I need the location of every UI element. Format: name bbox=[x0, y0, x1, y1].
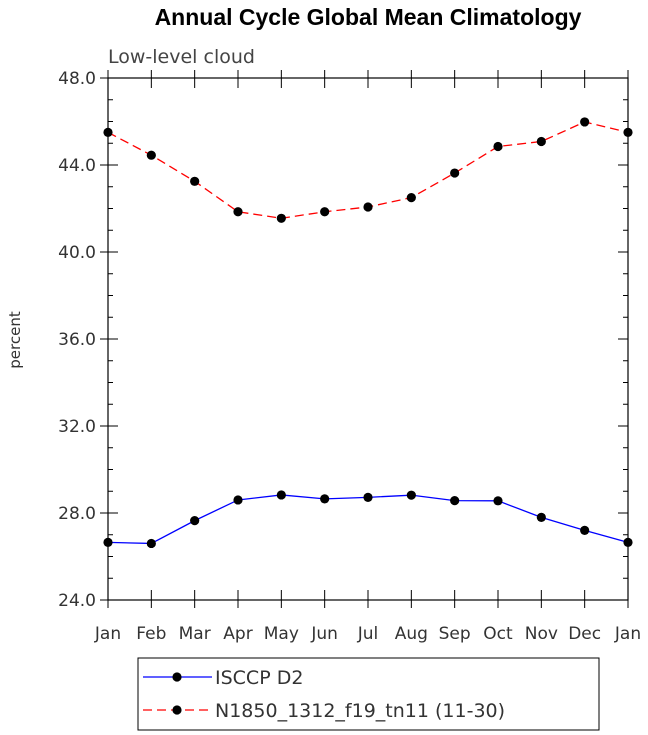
y-tick-label: 44.0 bbox=[58, 156, 96, 176]
x-tick-label: Oct bbox=[483, 624, 513, 644]
x-tick-label: Dec bbox=[568, 624, 601, 644]
data-point bbox=[536, 512, 546, 522]
y-tick-label: 40.0 bbox=[58, 243, 96, 263]
data-point bbox=[103, 537, 113, 547]
x-tick-label: Feb bbox=[136, 624, 166, 644]
data-point bbox=[406, 193, 416, 203]
y-tick-label: 48.0 bbox=[58, 69, 96, 89]
series-line bbox=[107, 494, 629, 545]
data-point bbox=[103, 127, 113, 137]
data-point bbox=[536, 136, 546, 147]
chart-subtitle: Low-level cloud bbox=[108, 46, 255, 68]
legend: ISCCP D2 N1850_1312_f19_tn11 (11-30) bbox=[143, 667, 505, 722]
data-point bbox=[363, 492, 373, 502]
data-point bbox=[363, 202, 373, 212]
plot-frame bbox=[107, 77, 629, 601]
y-tick-label: 24.0 bbox=[58, 591, 96, 611]
x-tick-label: Jan bbox=[94, 624, 121, 644]
data-point bbox=[450, 496, 460, 506]
data-point bbox=[190, 176, 200, 186]
data-point bbox=[233, 495, 243, 505]
data-point bbox=[233, 207, 243, 217]
y-tick-label: 36.0 bbox=[58, 330, 96, 350]
x-tick-label: Apr bbox=[223, 624, 252, 644]
data-point bbox=[623, 537, 633, 547]
data-point bbox=[493, 496, 503, 506]
series-layer bbox=[103, 117, 633, 549]
data-point bbox=[623, 127, 633, 137]
legend-label: N1850_1312_f19_tn11 (11-30) bbox=[215, 700, 505, 722]
x-tick-label: Sep bbox=[439, 624, 471, 644]
data-point bbox=[146, 538, 156, 549]
x-tick-label: Jul bbox=[357, 624, 379, 644]
chart-title: Annual Cycle Global Mean Climatology bbox=[155, 4, 582, 30]
y-axis-label: percent bbox=[6, 311, 24, 369]
data-point bbox=[276, 213, 286, 223]
data-point bbox=[320, 494, 330, 504]
data-point bbox=[276, 490, 286, 500]
y-tick-label: 28.0 bbox=[58, 504, 96, 524]
x-tick-label: Nov bbox=[525, 624, 558, 644]
legend-box bbox=[137, 657, 600, 731]
x-tick-label: Mar bbox=[179, 624, 211, 644]
x-tick-labels: Jan Feb Mar Apr May Jun Jul Aug Sep Oct Nov Dec Jan bbox=[94, 624, 641, 644]
data-point bbox=[320, 207, 330, 217]
axis-ticks bbox=[100, 70, 629, 608]
data-point bbox=[146, 150, 156, 160]
legend-marker bbox=[172, 705, 182, 715]
x-tick-label: Aug bbox=[395, 624, 428, 644]
x-tick-label: May bbox=[264, 624, 299, 644]
x-tick-label: Jan bbox=[614, 624, 641, 644]
data-point bbox=[406, 490, 416, 500]
y-tick-labels: 24.0 28.0 32.0 36.0 40.0 44.0 48.0 bbox=[58, 69, 96, 611]
y-tick-label: 32.0 bbox=[58, 417, 96, 437]
data-point bbox=[190, 516, 200, 526]
legend-marker bbox=[172, 672, 182, 682]
data-point bbox=[450, 168, 460, 178]
data-point bbox=[493, 141, 503, 152]
data-point bbox=[580, 117, 590, 127]
x-tick-label: Jun bbox=[310, 624, 338, 644]
legend-label: ISCCP D2 bbox=[215, 667, 303, 689]
data-point bbox=[580, 525, 590, 536]
